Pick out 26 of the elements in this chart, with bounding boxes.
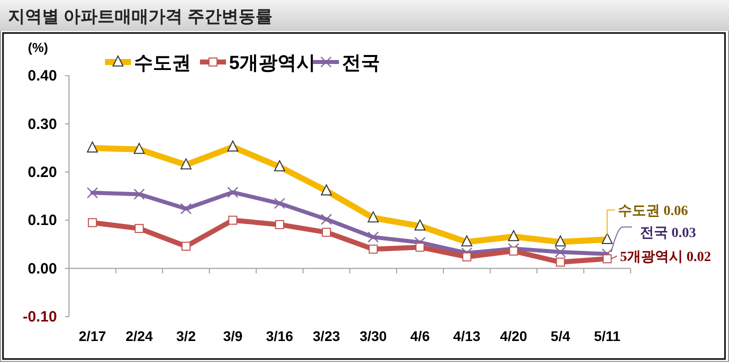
x-tick-label: 4/20	[500, 328, 528, 344]
x-tick-label: 3/16	[266, 328, 294, 344]
x-tick-label: 2/24	[126, 328, 154, 344]
chart-title: 지역별 아파트매매가격 주간변동률	[8, 7, 272, 26]
x-tick-label: 2/17	[78, 328, 106, 344]
annotation: 전국 0.03	[640, 226, 696, 241]
y-axis-title: (%)	[28, 40, 48, 55]
y-tick-label: 0.20	[28, 164, 57, 182]
x-tick-label: 5/11	[594, 328, 621, 344]
legend-label: 수도권	[134, 53, 191, 74]
x-tick-label: 3/30	[360, 328, 388, 344]
x-tick-label: 3/23	[312, 328, 340, 344]
x-tick-label: 3/2	[176, 328, 196, 344]
x-tick-label: 4/13	[453, 328, 481, 344]
legend-label: 5개광역시	[229, 53, 316, 74]
x-tick-label: 3/9	[223, 328, 243, 344]
x-tick-label: 4/6	[410, 328, 430, 344]
y-tick-label: 0.10	[28, 212, 57, 230]
x-tick-label: 5/4	[550, 328, 570, 344]
legend-label: 전국	[342, 53, 380, 74]
y-tick-label: 0.30	[28, 116, 57, 133]
annotation: 5개광역시 0.02	[620, 250, 711, 265]
y-tick-label: 0.40	[28, 68, 57, 85]
y-tick-label: 0.00	[28, 260, 57, 278]
y-tick-label: -0.10	[22, 308, 57, 326]
annotation: 수도권 0.06	[618, 204, 688, 219]
